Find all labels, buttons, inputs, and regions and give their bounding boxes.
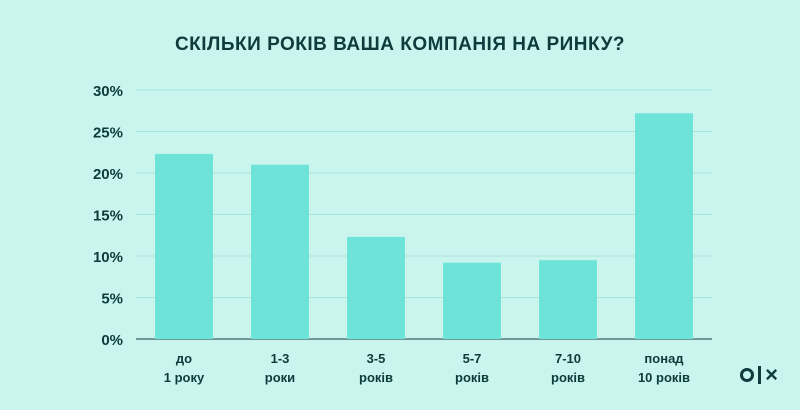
x-tick-label: 1-3	[271, 351, 290, 366]
bar	[635, 113, 693, 340]
y-tick-label: 30%	[93, 83, 123, 100]
olx-logo-icon: ×	[740, 364, 778, 386]
x-tick-label: 7-10	[555, 351, 581, 366]
x-tick-label: понад	[644, 351, 684, 366]
y-tick-label: 15%	[93, 208, 123, 225]
x-tick-label: 3-5	[367, 351, 386, 366]
x-tick-label: років	[359, 370, 393, 385]
x-tick-label: до	[176, 351, 192, 366]
y-tick-label: 25%	[93, 125, 123, 142]
x-tick-label: років	[455, 370, 489, 385]
x-tick-label: 10 років	[638, 370, 690, 385]
x-tick-label: роки	[265, 370, 295, 385]
bar	[443, 262, 501, 339]
y-tick-label: 10%	[93, 249, 123, 266]
x-tick-label: 1 року	[164, 370, 205, 385]
chart-title: СКІЛЬКИ РОКІВ ВАША КОМПАНІЯ НА РИНКУ?	[174, 34, 626, 55]
bar	[539, 260, 597, 339]
x-tick-label: років	[551, 370, 585, 385]
y-tick-label: 5%	[101, 291, 123, 308]
y-tick-label: 20%	[93, 166, 123, 183]
y-tick-label: 0%	[101, 332, 123, 349]
bar	[251, 164, 309, 339]
x-tick-label: 5-7	[463, 351, 482, 366]
bar	[347, 236, 405, 339]
bar	[155, 153, 213, 339]
